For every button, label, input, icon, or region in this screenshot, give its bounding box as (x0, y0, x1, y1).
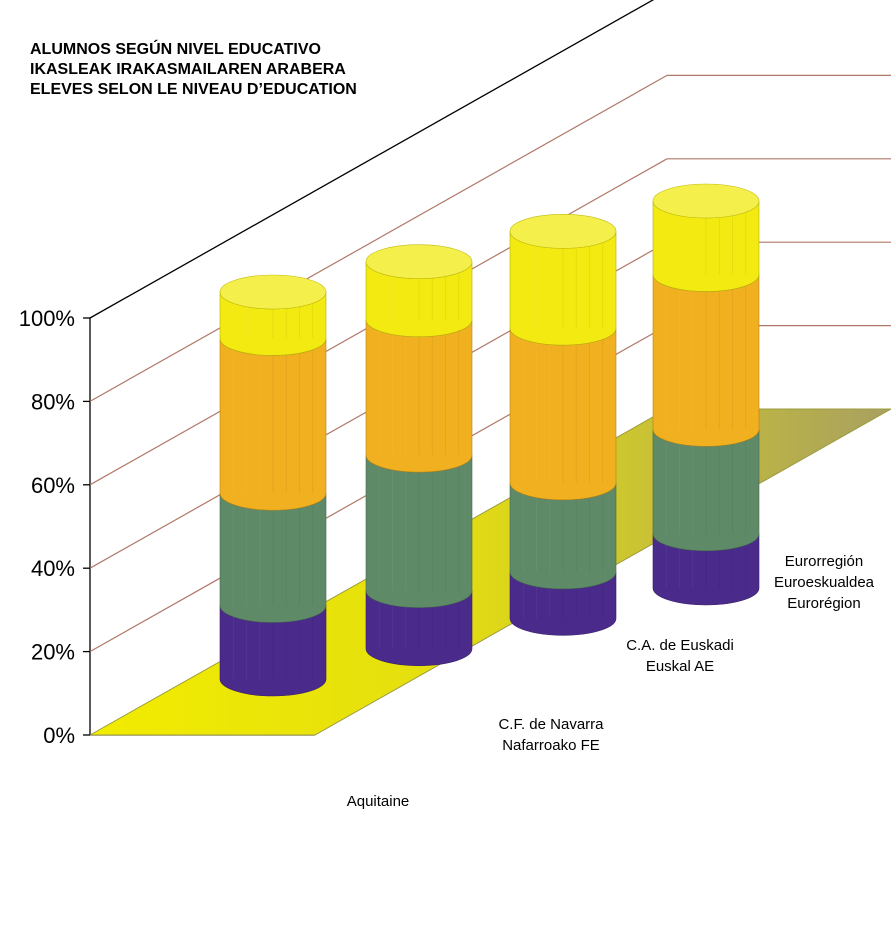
x-category-label-line: Euskal AE (646, 658, 714, 675)
x-category-label-line: Euroeskualdea (774, 574, 875, 591)
bars (219, 183, 760, 697)
top-edge-line (89, 0, 655, 319)
bar-group (365, 244, 473, 666)
x-axis-labels: Aquitaine C.F. de Navarra Nafarroako FE C.A… (347, 553, 875, 810)
bar-top-cap (652, 183, 760, 219)
bar-top-cap (365, 244, 473, 279)
title-line-2: IKASLEAK IRAKASMAILAREN ARABERA (30, 61, 346, 78)
y-tick-label: 100% (19, 306, 75, 331)
bar-group (219, 274, 327, 697)
title-line-3: ELEVES SELON LE NIVEAU D’EDUCATION (30, 81, 357, 98)
chart-title: ALUMNOS SEGÚN NIVEL EDUCATIVO IKASLEAK I… (30, 40, 550, 100)
floor-plane (88, 408, 891, 736)
x-category-label-line: C.A. de Euskadi (626, 637, 734, 654)
x-category-label-line: Eurorégion (787, 595, 860, 612)
y-tick-label: 0% (43, 723, 75, 748)
bar-group (652, 183, 760, 606)
y-tick-label: 40% (31, 556, 75, 581)
y-tick-label: 20% (31, 640, 75, 665)
chart-floor (88, 408, 891, 736)
bar-group (509, 214, 617, 636)
x-category-label-line: Aquitaine (347, 793, 410, 810)
title-line-1: ALUMNOS SEGÚN NIVEL EDUCATIVO (30, 41, 321, 58)
bar-top-cap (219, 274, 327, 310)
y-tick-label: 60% (31, 473, 75, 498)
y-tick-label: 80% (31, 389, 75, 414)
gridline-side (89, 74, 668, 402)
x-category-label: C.A. de Euskadi Euskal AE (626, 637, 734, 675)
x-category-label: Aquitaine (347, 793, 410, 810)
y-axis-ticks: 0% 20% 40% 60% 80% 100% (19, 306, 90, 748)
x-category-label-line: Eurorregión (785, 553, 863, 570)
x-category-label-line: C.F. de Navarra (498, 716, 604, 733)
x-category-label-line: Nafarroako FE (502, 737, 600, 754)
x-category-label: Eurorregión Euroeskualdea Eurorégion (774, 553, 875, 612)
bar-top-cap (509, 214, 617, 249)
x-category-label: C.F. de Navarra Nafarroako FE (498, 716, 604, 754)
